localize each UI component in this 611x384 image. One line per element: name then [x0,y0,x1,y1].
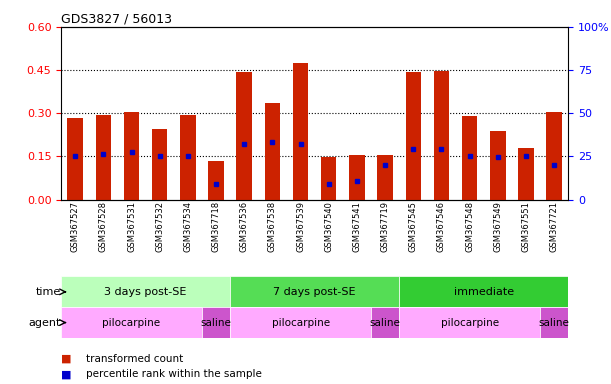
Bar [399,276,568,307]
Bar [399,307,540,338]
Text: saline: saline [370,318,401,328]
Text: immediate: immediate [453,287,514,297]
Text: transformed count: transformed count [86,354,183,364]
Bar [349,155,365,200]
Bar [230,307,371,338]
Text: ■: ■ [61,354,71,364]
Bar [208,161,224,200]
Bar [124,112,139,200]
Bar [540,307,568,338]
Bar [202,307,230,338]
Bar [67,118,83,200]
Bar [95,115,111,200]
Bar [293,63,309,200]
Text: saline: saline [539,318,569,328]
Bar [371,307,399,338]
Text: saline: saline [200,318,232,328]
Bar [434,71,449,200]
Bar [61,276,230,307]
Bar [265,103,280,200]
Bar [462,116,477,200]
Bar [378,155,393,200]
Bar [518,149,534,200]
Text: agent: agent [29,318,61,328]
Bar [230,276,399,307]
Text: pilocarpine: pilocarpine [271,318,330,328]
Text: time: time [36,287,61,297]
Text: ■: ■ [61,369,71,379]
Bar [236,71,252,200]
Bar [61,307,202,338]
Bar [321,157,337,200]
Bar [152,129,167,200]
Text: 7 days post-SE: 7 days post-SE [273,287,356,297]
Bar [180,115,196,200]
Bar [546,112,562,200]
Bar [490,131,505,200]
Bar [406,71,421,200]
Text: percentile rank within the sample: percentile rank within the sample [86,369,262,379]
Text: GDS3827 / 56013: GDS3827 / 56013 [61,13,172,26]
Text: pilocarpine: pilocarpine [103,318,161,328]
Text: pilocarpine: pilocarpine [441,318,499,328]
Text: 3 days post-SE: 3 days post-SE [104,287,187,297]
